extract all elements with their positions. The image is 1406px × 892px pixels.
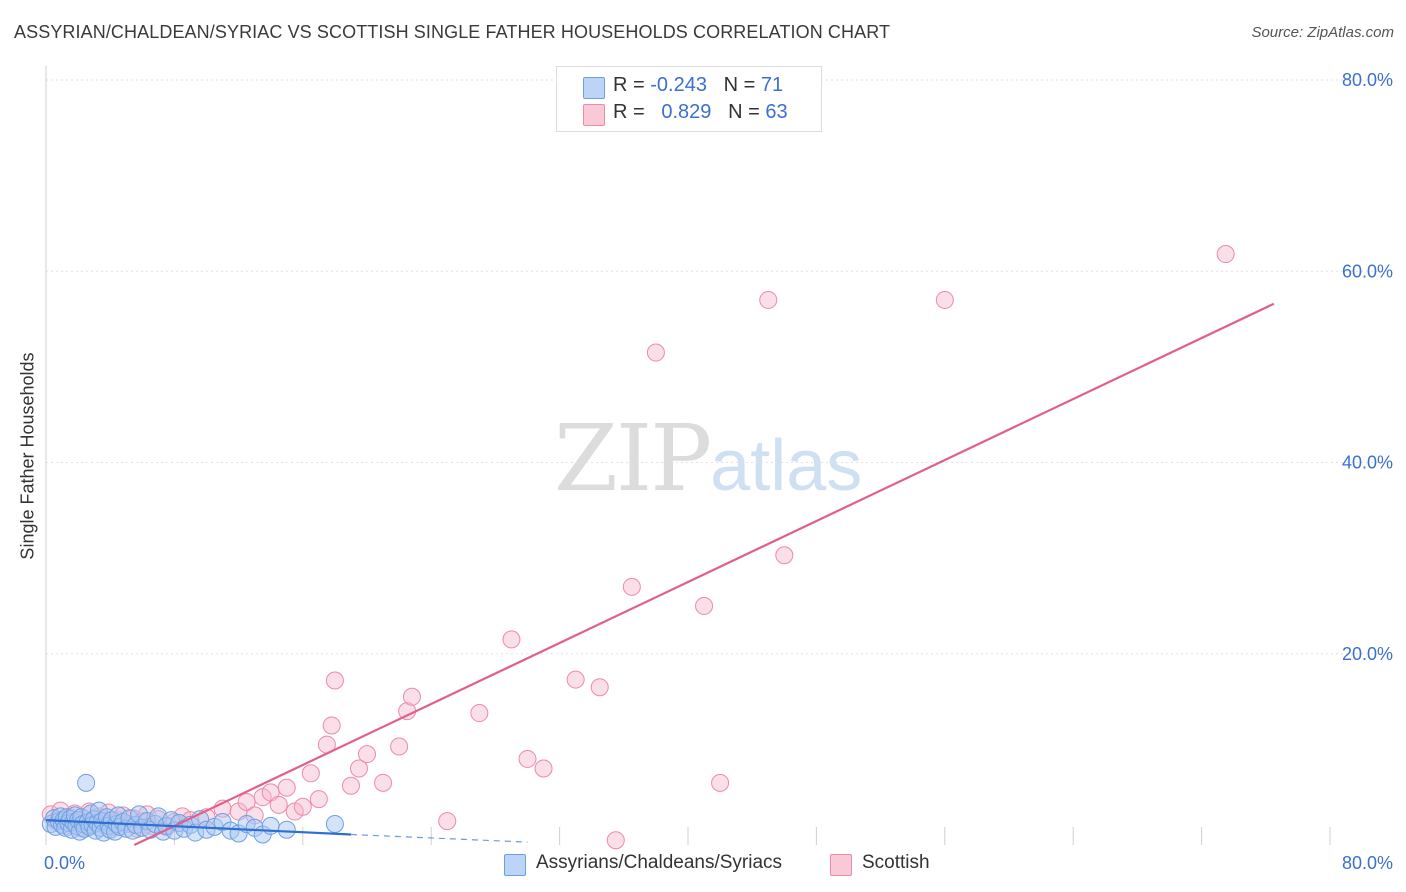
correlation-legend: R = -0.243 N = 71 R = 0.829 N = 63 <box>556 66 822 132</box>
legend-label-scottish: Scottish <box>862 852 930 873</box>
data-point-scottish <box>711 773 730 792</box>
data-point-scottish <box>935 290 954 309</box>
data-point-scottish <box>269 795 288 814</box>
data-point-scottish <box>341 776 360 795</box>
legend-stats-series2: R = 0.829 N = 63 <box>613 101 788 124</box>
data-point-scottish <box>759 290 778 309</box>
watermark-zip: ZIP <box>554 405 712 512</box>
r-label: R = <box>613 101 645 123</box>
x-tick-label-max: 80.0% <box>1342 853 1393 873</box>
data-point-scottish <box>646 343 665 362</box>
watermark-atlas: atlas <box>710 426 863 506</box>
data-point-assyrians <box>277 820 296 839</box>
y-axis-label: Single Father Households <box>17 352 38 560</box>
data-point-scottish <box>277 778 296 797</box>
axis-layer <box>45 66 1331 845</box>
n-value: 71 <box>760 74 784 96</box>
data-point-scottish <box>374 773 393 792</box>
trend-line-assyrians-extension <box>350 833 528 843</box>
data-point-scottish <box>438 812 457 831</box>
legend-swatch-series2 <box>583 104 605 126</box>
data-point-scottish <box>293 797 312 816</box>
zipatlas-watermark: ZIPatlas <box>554 405 862 512</box>
data-point-scottish <box>502 630 521 649</box>
n-label: N = <box>728 101 760 123</box>
legend-stats-series1: R = -0.243 N = 71 <box>613 74 783 97</box>
legend-swatch-scottish <box>830 854 852 876</box>
data-point-scottish <box>309 790 328 809</box>
data-point-scottish <box>301 764 320 783</box>
trend-line-scottish <box>133 302 1275 846</box>
grid-layer <box>46 79 1392 655</box>
data-point-scottish <box>402 687 421 706</box>
legend-swatch-series1 <box>583 77 605 99</box>
data-point-scottish <box>518 749 537 768</box>
chart-title: ASSYRIAN/CHALDEAN/SYRIAC VS SCOTTISH SIN… <box>14 22 891 42</box>
y-tick-label: 60.0% <box>1342 261 1393 281</box>
r-label: R = <box>613 74 645 96</box>
data-point-scottish <box>349 759 368 778</box>
series-layer <box>41 245 1235 850</box>
r-value: 0.829 <box>661 101 712 123</box>
data-point-scottish <box>775 546 794 565</box>
data-point-scottish <box>695 596 714 615</box>
data-point-scottish <box>534 759 553 778</box>
data-point-scottish <box>322 716 341 735</box>
n-label: N = <box>723 74 756 96</box>
y-tick-label: 80.0% <box>1342 70 1393 90</box>
source-label: Source: ZipAtlas.com <box>1251 24 1394 41</box>
tick-label-layer: 20.0% 40.0% 60.0% 80.0% 0.0% 80.0% <box>44 70 1393 873</box>
data-point-scottish <box>566 670 585 689</box>
x-tick-label-min: 0.0% <box>44 853 85 873</box>
data-point-scottish <box>1216 245 1235 264</box>
data-point-assyrians <box>77 773 96 792</box>
trend-line-assyrians <box>45 819 352 836</box>
data-point-scottish <box>606 831 625 850</box>
trend-layer <box>45 302 1275 846</box>
r-value: -0.243 <box>650 74 707 96</box>
data-point-scottish <box>470 704 489 723</box>
y-tick-label: 20.0% <box>1342 644 1393 664</box>
data-point-scottish <box>358 745 376 764</box>
data-point-scottish <box>325 671 344 690</box>
legend-label-assyrians: Assyrians/Chaldeans/Syriacs <box>536 852 783 873</box>
data-point-scottish <box>622 577 641 596</box>
y-tick-label: 40.0% <box>1342 453 1393 473</box>
data-point-scottish <box>590 678 609 697</box>
legend-swatch-assyrians <box>504 854 526 876</box>
data-point-scottish <box>390 737 409 756</box>
data-point-assyrians <box>325 814 344 833</box>
n-value: 63 <box>765 101 788 123</box>
